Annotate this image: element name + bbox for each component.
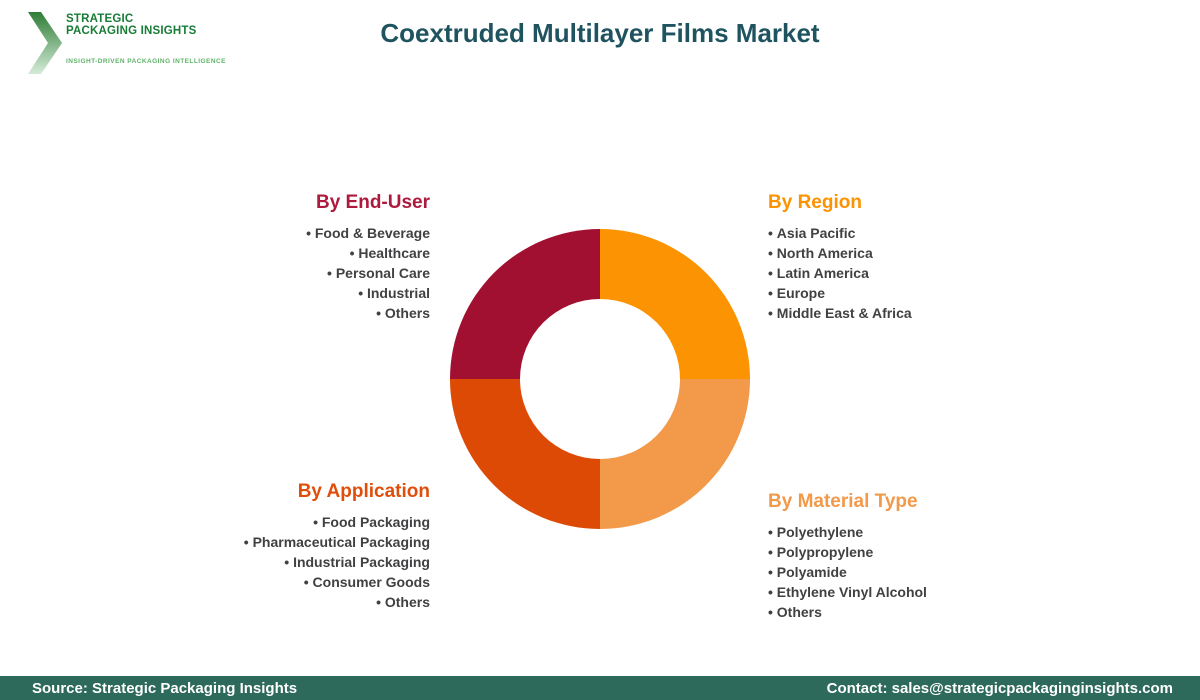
list-item: Consumer Goods: [170, 572, 430, 592]
logo-line1: STRATEGIC: [66, 13, 134, 25]
logo-tagline: INSIGHT-DRIVEN PACKAGING INTELLIGENCE: [66, 58, 226, 65]
section-by-application: By Application Food Packaging Pharmaceut…: [170, 481, 430, 612]
list-item: Latin America: [768, 263, 1028, 283]
section-by-region: By Region Asia Pacific North America Lat…: [768, 192, 1028, 323]
section-by-application-list: Food Packaging Pharmaceutical Packaging …: [170, 512, 430, 612]
list-item: Healthcare: [170, 243, 430, 263]
list-item: Pharmaceutical Packaging: [170, 532, 430, 552]
logo-line2: PACKAGING INSIGHTS: [66, 25, 197, 37]
list-item: Others: [170, 592, 430, 612]
list-item: Industrial: [170, 283, 430, 303]
footer-contact-text: Contact: sales@strategicpackaginginsight…: [826, 679, 1173, 697]
section-by-material-type-heading: By Material Type: [768, 491, 918, 512]
footer-bar: Source: Strategic Packaging Insights Con…: [0, 676, 1200, 700]
section-by-end-user-list: Food & Beverage Healthcare Personal Care…: [170, 223, 430, 323]
list-item: Industrial Packaging: [170, 552, 430, 572]
list-item: Personal Care: [170, 263, 430, 283]
list-item: Middle East & Africa: [768, 303, 1028, 323]
section-by-end-user: By End-User Food & Beverage Healthcare P…: [170, 192, 430, 323]
section-by-material-type-list: Polyethylene Polypropylene Polyamide Eth…: [768, 522, 1028, 622]
list-item: Others: [768, 602, 1028, 622]
list-item: Food & Beverage: [170, 223, 430, 243]
list-item: Food Packaging: [170, 512, 430, 532]
list-item: Polypropylene: [768, 542, 1028, 562]
section-by-application-heading: By Application: [297, 481, 430, 502]
section-by-end-user-heading: By End-User: [315, 192, 430, 213]
donut-chart: [450, 229, 750, 529]
section-by-region-heading: By Region: [768, 192, 862, 213]
list-item: Europe: [768, 283, 1028, 303]
list-item: North America: [768, 243, 1028, 263]
list-item: Polyethylene: [768, 522, 1028, 542]
logo-chevron-icon: [28, 12, 62, 74]
logo: STRATEGIC PACKAGING INSIGHTS INSIGHT-DRI…: [28, 10, 258, 76]
list-item: Others: [170, 303, 430, 323]
list-item: Asia Pacific: [768, 223, 1028, 243]
list-item: Polyamide: [768, 562, 1028, 582]
footer-source-text: Source: Strategic Packaging Insights: [32, 679, 298, 697]
donut-chart-hole: [520, 299, 680, 459]
section-by-region-list: Asia Pacific North America Latin America…: [768, 223, 1028, 323]
list-item: Ethylene Vinyl Alcohol: [768, 582, 1028, 602]
section-by-material-type: By Material Type Polyethylene Polypropyl…: [768, 491, 1028, 622]
page-title: Coextruded Multilayer Films Market: [380, 18, 820, 48]
